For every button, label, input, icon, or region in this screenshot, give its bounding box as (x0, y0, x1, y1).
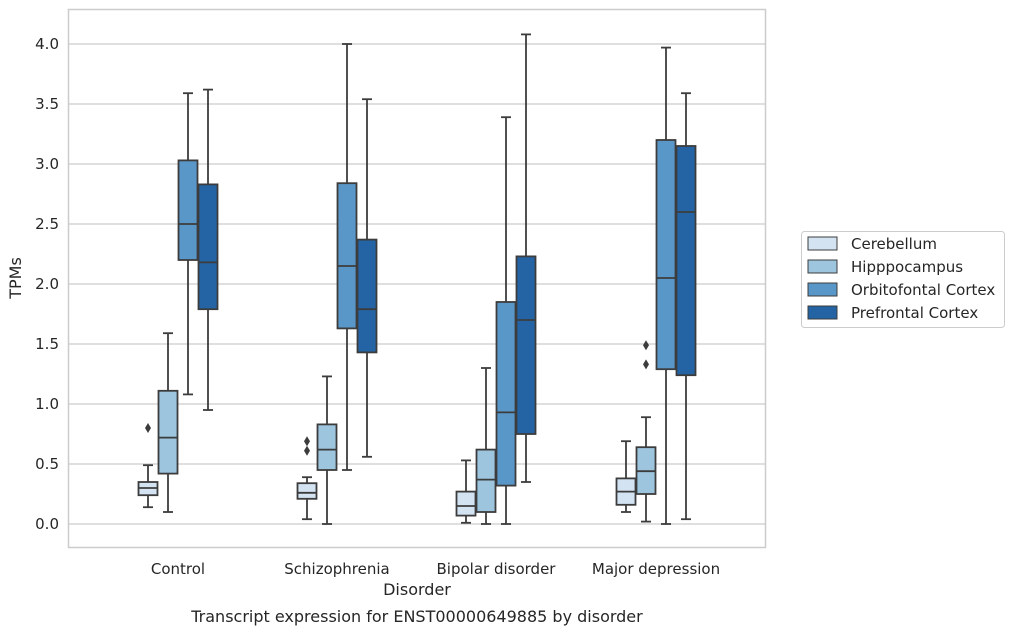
y-tick-label: 3.0 (35, 155, 59, 173)
y-tick-label: 0.5 (35, 455, 59, 473)
x-tick-label: Schizophrenia (284, 560, 389, 578)
legend-swatch (807, 282, 838, 297)
legend-label: Cerebellum (851, 235, 937, 253)
box-1-3 (356, 98, 378, 458)
y-axis-label: TPMs (6, 257, 25, 300)
box-2-2 (495, 116, 517, 525)
y-tick-label: 4.0 (35, 35, 59, 53)
y-tick-label: 2.0 (35, 275, 59, 293)
legend-label: Hipppocampus (851, 258, 963, 276)
box-iqr (316, 423, 338, 471)
box-iqr (495, 301, 517, 487)
box-iqr (157, 389, 179, 475)
box-iqr (296, 482, 318, 500)
box-1-2 (336, 43, 358, 471)
y-tick-label: 1.5 (35, 335, 59, 353)
box-2-3 (515, 33, 537, 483)
x-tick-label: Bipolar disorder (437, 560, 557, 578)
box-iqr (177, 159, 199, 261)
x-tick-labels: Control Schizophrenia Bipolar disorder Majo… (151, 560, 720, 578)
box-2-0 (455, 459, 477, 524)
x-tick-label: Major depression (592, 560, 720, 578)
y-tick-label: 2.5 (35, 215, 59, 233)
box-iqr (336, 182, 358, 330)
box-3-2 (655, 46, 677, 525)
box-3-1 (635, 340, 657, 523)
y-tick-label: 0.0 (35, 515, 59, 533)
chart-caption: Transcript expression for ENST0000064988… (190, 607, 643, 626)
box-iqr (475, 448, 497, 513)
box-0-3 (197, 88, 219, 411)
legend-label: Prefrontal Cortex (851, 304, 978, 322)
box-iqr (675, 145, 697, 377)
box-1-0 (296, 436, 318, 521)
box-iqr (515, 255, 537, 435)
legend-items: Cerebellum Hipppocampus Orbitofontal Corte… (807, 235, 995, 322)
gridlines (68, 43, 766, 525)
box-iqr (197, 183, 219, 311)
legend: Cerebellum Hipppocampus Orbitofontal Corte… (801, 231, 1005, 328)
box-0-0 (137, 423, 159, 509)
outlier-point (304, 445, 310, 456)
outlier-point (304, 436, 310, 447)
y-tick-label: 3.5 (35, 95, 59, 113)
box-0-2 (177, 92, 199, 396)
box-series (137, 33, 697, 525)
box-iqr (455, 490, 477, 517)
outlier-point (145, 423, 151, 433)
x-axis-label: Disorder (383, 580, 451, 599)
box-3-3 (675, 92, 697, 521)
y-tick-labels: 0.0 0.5 1.0 1.5 2.0 2.5 3.0 3.5 4.0 (35, 35, 59, 533)
box-iqr (655, 139, 677, 371)
legend-frame (801, 231, 1005, 328)
box-2-1 (475, 367, 497, 525)
box-3-0 (615, 440, 637, 513)
x-tick-label: Control (151, 560, 205, 578)
legend-swatch (807, 259, 838, 274)
box-1-1 (316, 375, 338, 525)
outlier-point (643, 340, 649, 351)
legend-swatch (807, 305, 838, 320)
box-iqr (356, 238, 378, 354)
legend-swatch (807, 236, 838, 251)
outlier-point (643, 359, 649, 370)
box-0-1 (157, 332, 179, 513)
y-tick-label: 1.0 (35, 395, 59, 413)
legend-label: Orbitofontal Cortex (851, 281, 995, 299)
